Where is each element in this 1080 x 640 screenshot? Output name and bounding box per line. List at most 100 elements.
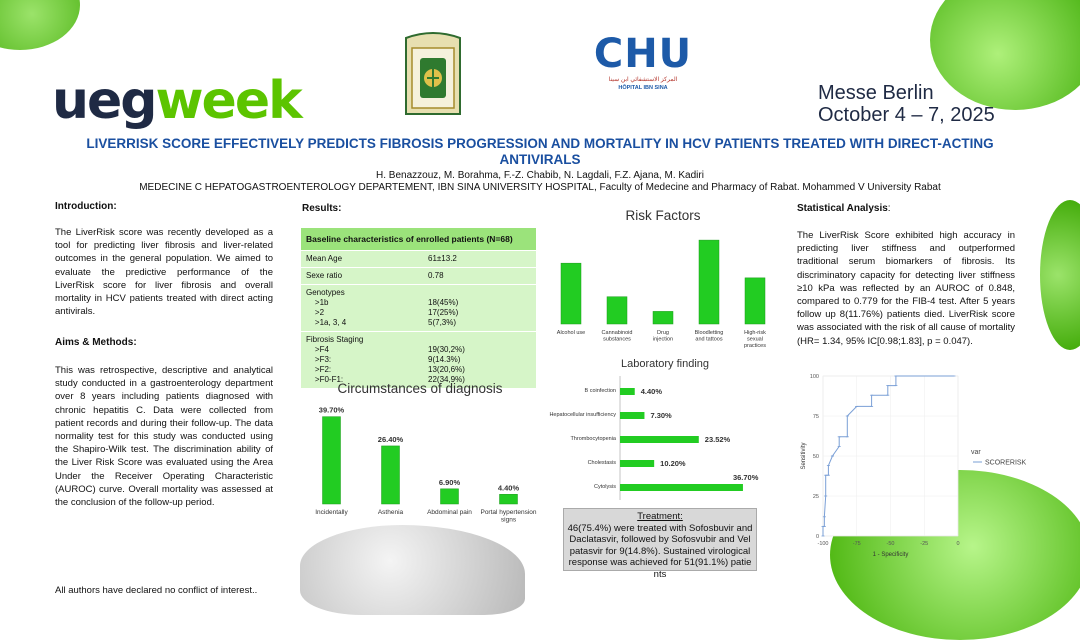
tick-label: Portal hypertension signs bbox=[480, 509, 536, 524]
tick-label: Thrombocytopenia bbox=[570, 436, 616, 442]
bar bbox=[698, 239, 720, 325]
tick-label: B coinfection bbox=[585, 388, 617, 394]
tick-label: Cannabinoid substances bbox=[602, 330, 633, 343]
treatment-box: Treatment: 46(75.4%) were treated with S… bbox=[563, 508, 757, 580]
bar bbox=[620, 436, 699, 443]
table-row: Mean Age 61±13.2 bbox=[301, 250, 536, 268]
chart-risk-title: Risk Factors bbox=[625, 208, 701, 223]
bar bbox=[652, 311, 674, 325]
chart-circumstances-title: Circumstances of diagnosis bbox=[337, 381, 503, 396]
decor-liver-image bbox=[300, 525, 525, 615]
university-emblem-icon bbox=[405, 32, 461, 115]
tick-label: Abdominal pain bbox=[427, 509, 472, 516]
bar bbox=[620, 412, 645, 419]
chu-logo: CHU المركز الاستشفائي ابن سينا HÔPITAL I… bbox=[588, 32, 698, 102]
methods-text: This was retrospective, descriptive and … bbox=[55, 365, 273, 509]
table-cell-label: Sexe ratio bbox=[301, 267, 423, 285]
table-cell-value: 0.78 bbox=[423, 267, 536, 285]
data-label: 10.20% bbox=[660, 459, 686, 468]
data-label: 39.70% bbox=[319, 406, 345, 415]
poster-affiliation: MEDECINE C HEPATOGASTROENTEROLOGY DEPART… bbox=[139, 182, 941, 193]
tick-label: Asthenia bbox=[378, 509, 404, 516]
ueg-week-logo: uegweek bbox=[52, 75, 303, 127]
x-tick-label: -25 bbox=[920, 541, 928, 547]
chart-roc-curve: -100 -75 -50 -25 0 0 25 50 75 100 1 - Specificity S… bbox=[801, 374, 1027, 558]
y-tick-label: 50 bbox=[813, 454, 819, 460]
stats-text: The LiverRisk Score exhibited high accur… bbox=[797, 230, 1015, 347]
results-heading: Results: bbox=[302, 203, 342, 214]
table-cell-label: Mean Age bbox=[301, 250, 423, 268]
logo-word-ueg: ueg bbox=[52, 71, 158, 131]
university-emblem bbox=[398, 28, 468, 124]
bar bbox=[620, 388, 635, 395]
bar bbox=[440, 488, 459, 505]
chu-subtitle: HÔPITAL IBN SINA bbox=[618, 85, 668, 91]
data-label: 26.40% bbox=[378, 435, 404, 444]
disclosure-text: All authors have declared no conflict of… bbox=[55, 585, 258, 596]
intro-heading: Introduction: bbox=[55, 201, 117, 212]
table-cell-value: 61±13.2 bbox=[423, 250, 536, 268]
bar bbox=[560, 262, 582, 325]
bar bbox=[744, 277, 766, 325]
table-row: Genotypes >1b >2 >1a, 3, 4 18(45%) 17(25… bbox=[301, 284, 536, 332]
logo-word-week: week bbox=[155, 71, 303, 131]
chu-arabic-text: المركز الاستشفائي ابن سينا bbox=[608, 77, 678, 83]
methods-heading: Aims & Methods: bbox=[55, 337, 137, 348]
venue-name: Messe Berlin bbox=[818, 82, 934, 104]
bar bbox=[499, 494, 518, 505]
decor-blob-right bbox=[1040, 200, 1080, 350]
chart-circumstances: 39.70% Incidentally 26.40% Asthenia 6.90% Abd… bbox=[315, 406, 537, 524]
x-tick-label: -75 bbox=[853, 541, 861, 547]
bar bbox=[606, 296, 628, 325]
data-label: 6.90% bbox=[439, 478, 461, 487]
y-tick-label: 75 bbox=[813, 414, 819, 420]
tick-label: Bloodletting and tattoos bbox=[695, 330, 724, 343]
tick-label: Hepatocellular insufficiency bbox=[549, 412, 616, 418]
chart-risk-factors: Alcohol use Cannabinoid substances Drug inje… bbox=[557, 239, 766, 349]
chu-logo-text: CHU bbox=[593, 31, 693, 77]
legend-title: var bbox=[971, 449, 981, 456]
baseline-table-wrap: Baseline characteristics of enrolled pat… bbox=[301, 228, 536, 389]
y-tick-label: 25 bbox=[813, 494, 819, 500]
bar bbox=[322, 416, 341, 505]
treatment-text: 46(75.4%) were treated with Sofosbuvir a… bbox=[567, 522, 753, 580]
poster-authors: H. Benazzouz, M. Borahma, F.-Z. Chabib, … bbox=[376, 170, 704, 181]
data-label: 4.40% bbox=[641, 387, 663, 396]
bar bbox=[620, 484, 743, 491]
venue-dates: October 4 – 7, 2025 bbox=[818, 104, 995, 126]
table-cell-label: Fibrosis Staging >F4 >F3: >F2: >F0-F1: bbox=[301, 331, 423, 389]
y-tick-label: 0 bbox=[816, 534, 819, 540]
poster-title: LIVERRISK SCORE EFFECTIVELY PREDICTS FIB… bbox=[86, 136, 994, 167]
baseline-table: Baseline characteristics of enrolled pat… bbox=[301, 228, 536, 389]
x-tick-label: 0 bbox=[956, 541, 959, 547]
chart-laboratory: B coinfection 4.40% Hepatocellular insuffi… bbox=[549, 376, 759, 500]
tick-label: High-risk sexual practices bbox=[744, 330, 766, 349]
tick-label: Drug injection bbox=[653, 330, 673, 343]
legend-label: SCORERISK bbox=[985, 460, 1027, 467]
baseline-table-title: Baseline characteristics of enrolled pat… bbox=[301, 228, 536, 251]
chart-lab-title: Laboratory finding bbox=[620, 358, 710, 370]
y-axis-label: Sensitivity bbox=[801, 442, 807, 469]
venue-block: Messe Berlin October 4 – 7, 2025 bbox=[818, 82, 995, 126]
bar bbox=[620, 460, 655, 467]
tick-label: Incidentally bbox=[315, 509, 348, 516]
stats-heading-wrap: Statistical Analysis: bbox=[797, 203, 891, 214]
treatment-heading: Treatment: bbox=[637, 511, 683, 522]
x-tick-label: -100 bbox=[817, 541, 828, 547]
decor-blob-top-left bbox=[0, 0, 80, 50]
tick-label: Cytolysis bbox=[594, 484, 616, 490]
tick-label: Alcohol use bbox=[557, 330, 585, 336]
table-cell-label: Genotypes >1b >2 >1a, 3, 4 bbox=[301, 284, 423, 332]
y-tick-label: 100 bbox=[810, 374, 819, 380]
data-label: 36.70% bbox=[733, 473, 759, 482]
data-label: 23.52% bbox=[705, 435, 731, 444]
stats-heading-colon: : bbox=[887, 203, 891, 214]
table-cell-value: 19(30,2%) 9(14.3%) 13(20,6%) 22(34,9%) bbox=[423, 331, 536, 389]
x-tick-label: -50 bbox=[887, 541, 895, 547]
data-label: 4.40% bbox=[498, 483, 520, 492]
intro-text: The LiverRisk score was recently develop… bbox=[55, 227, 273, 318]
table-cell-value: 18(45%) 17(25%) 5(7,3%) bbox=[423, 284, 536, 332]
data-label: 7.30% bbox=[650, 411, 672, 420]
table-row: Sexe ratio 0.78 bbox=[301, 267, 536, 285]
stats-heading: Statistical Analysis bbox=[797, 203, 888, 214]
